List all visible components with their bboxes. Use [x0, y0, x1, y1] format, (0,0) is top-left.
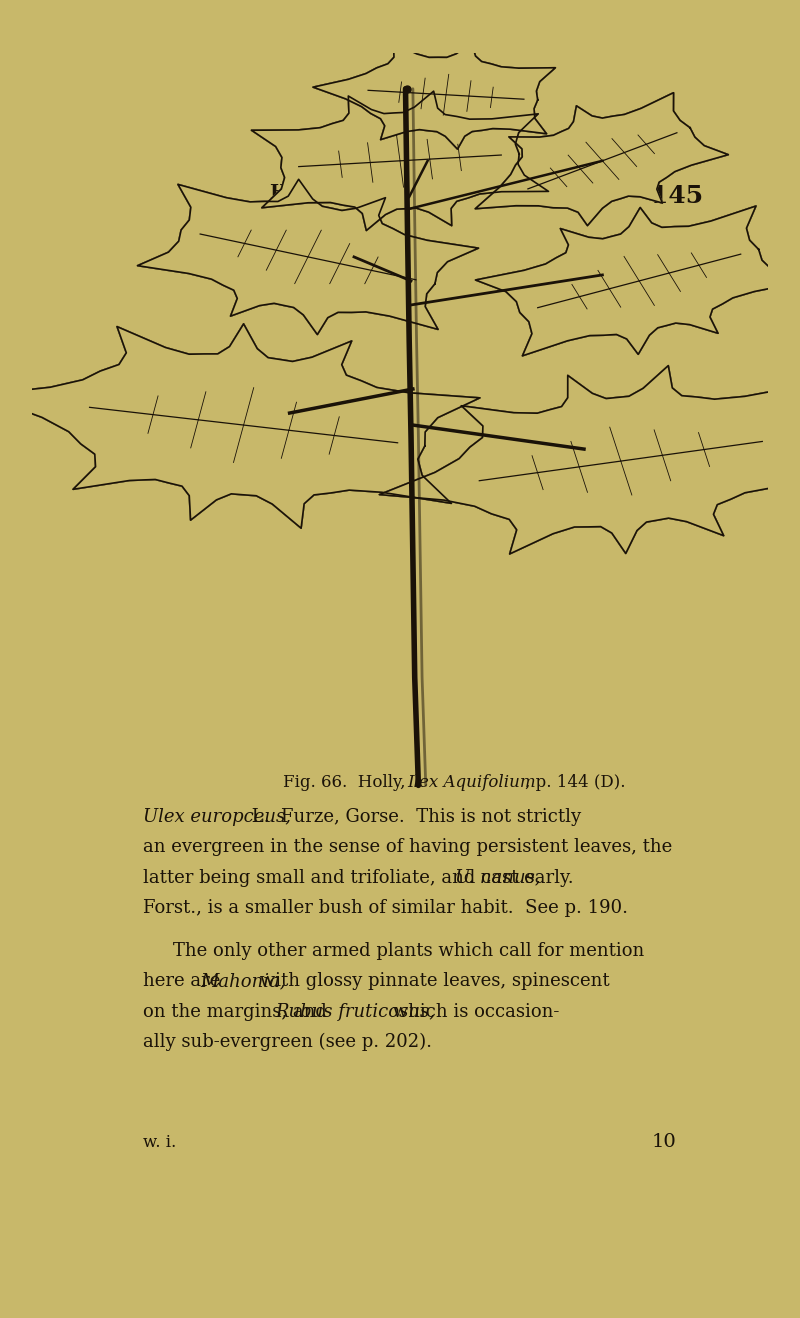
Text: U. nanus,: U. nanus,	[454, 869, 540, 887]
Text: , p. 144 (D).: , p. 144 (D).	[525, 774, 626, 791]
Text: with glossy pinnate leaves, spinescent: with glossy pinnate leaves, spinescent	[254, 973, 610, 990]
Text: 145: 145	[650, 183, 702, 207]
Text: ally sub-evergreen (see p. 202).: ally sub-evergreen (see p. 202).	[143, 1033, 432, 1052]
Text: Ilex Aquifolium: Ilex Aquifolium	[407, 774, 535, 791]
Polygon shape	[0, 324, 480, 529]
Text: Fig. 66.  Holly,: Fig. 66. Holly,	[283, 774, 410, 791]
Polygon shape	[138, 179, 478, 335]
Text: Forst., is a smaller bush of similar habit.  See p. 190.: Forst., is a smaller bush of similar hab…	[143, 899, 629, 917]
Text: here are: here are	[143, 973, 226, 990]
Text: 10: 10	[652, 1132, 677, 1151]
Text: Mahonia,: Mahonia,	[201, 973, 286, 990]
Text: The only other armed plants which call for mention: The only other armed plants which call f…	[173, 941, 645, 960]
Polygon shape	[475, 92, 728, 225]
Polygon shape	[313, 42, 555, 149]
Text: which is occasion-: which is occasion-	[387, 1003, 559, 1020]
Text: L.  Furze, Gorse.  This is not strictly: L. Furze, Gorse. This is not strictly	[246, 808, 581, 825]
Polygon shape	[379, 365, 800, 554]
Text: HOLLY :  GORSE: HOLLY : GORSE	[270, 183, 451, 202]
Text: on the margins, and: on the margins, and	[143, 1003, 333, 1020]
Text: latter being small and trifoliate, and cast early.: latter being small and trifoliate, and c…	[143, 869, 586, 887]
Text: Ulex europceus,: Ulex europceus,	[143, 808, 291, 825]
Text: w. i.: w. i.	[143, 1133, 177, 1151]
Polygon shape	[251, 91, 549, 231]
Polygon shape	[475, 206, 800, 356]
Text: an evergreen in the sense of having persistent leaves, the: an evergreen in the sense of having pers…	[143, 838, 673, 857]
Text: Rubus fruticosus,: Rubus fruticosus,	[275, 1003, 435, 1020]
